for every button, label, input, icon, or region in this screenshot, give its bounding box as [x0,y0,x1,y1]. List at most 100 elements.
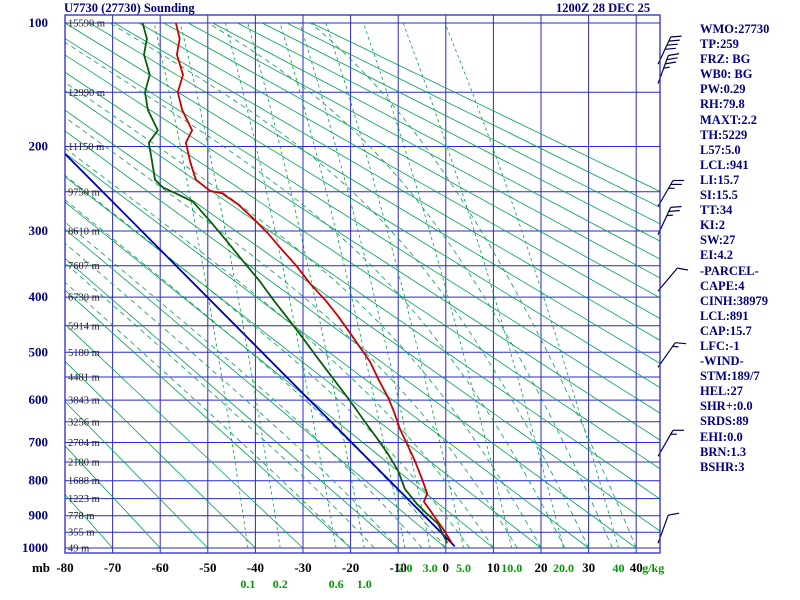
stat-line: -WIND- [700,354,744,369]
pressure-tick-label: 200 [29,139,49,154]
temperature-trace [175,22,453,544]
pressure-temperature-grid [64,15,660,553]
pressure-tick-label: 700 [29,434,49,449]
pressure-tick-label: 100 [29,15,49,30]
temperature-tick-label: -20 [342,560,359,575]
mixing-ratio-label: 10.0 [501,561,522,575]
height-label: 6730 m [68,293,100,304]
mixing-ratio-label: 0.2 [273,577,288,591]
stat-line: HEL:27 [700,384,744,399]
height-label: 3256 m [68,417,100,428]
temperature-tick-label: -40 [247,560,264,575]
stat-line: MAXT:2.2 [700,112,758,127]
height-label: 4481 m [68,372,100,383]
height-labels: 15590 m 12990 m 11150 m 9750 m 8610 m 7607 m 6… [68,19,105,555]
wind-barb [657,342,687,368]
sounding-datetime: 1200Z 28 DEC 25 [556,1,651,15]
temperature-tick-label: 10 [487,560,500,575]
height-label: 355 m [68,528,95,539]
temperature-tick-label: -70 [104,560,121,575]
dry-adiabats [65,22,660,549]
stat-line: L57:5.0 [700,142,741,157]
mixing-unit-label: g/kg [642,561,664,575]
height-label: 49 m [68,544,89,555]
stat-line: -PARCEL- [700,263,759,278]
height-label: 8610 m [68,226,100,237]
mixing-ratio-label: 0.6 [329,577,344,591]
mixing-ratio-label: 1.0 [357,577,372,591]
temperature-tick-label: 0 [443,560,450,575]
height-label: 3843 m [68,396,100,407]
pressure-tick-label: 300 [29,223,49,238]
moist-adiabats [65,22,637,549]
height-label: 778 m [68,511,95,522]
stat-line: STM:189/7 [700,369,760,384]
mixing-ratio-label: 40 [612,561,624,575]
mixing-ratio-label: 20.0 [553,561,574,575]
height-label: 5914 m [68,321,100,332]
sounding-traces [65,22,456,548]
stat-line: SW:27 [700,233,736,248]
wind-barb [657,267,689,292]
wind-barbs [657,35,689,544]
stat-line: LCL:941 [700,157,749,172]
height-label: 11150 m [68,142,104,153]
stat-line: WB0: BG [700,67,753,82]
temperature-tick-label: 40 [630,560,643,575]
height-label: 2704 m [68,438,100,449]
pressure-tick-label: 400 [29,289,49,304]
mixing-ratio-labels: 0.1 0.2 0.6 1.02.0 3.0 5.0 10.0 20.0 40 g/kg [240,561,664,591]
wind-barb [657,179,684,207]
wind-barb [657,205,682,235]
stat-line: TH:5229 [700,127,748,142]
stat-line: LFC:-1 [700,338,740,353]
height-label: 9750 m [68,187,100,198]
stat-line: RH:79.8 [700,97,745,112]
height-label: 2180 m [68,458,100,469]
temperature-tick-label: -30 [294,560,311,575]
height-label: 1688 m [68,476,100,487]
height-label: 5180 m [68,348,100,359]
pressure-tick-label: 600 [29,392,49,407]
height-label: 7607 m [68,261,100,272]
stat-line: EHI:0.0 [700,429,743,444]
wind-barb [657,512,680,544]
pressure-unit-label: mb [32,560,50,575]
pressure-axis-labels: 100 200 300 400 500 600 700 800 900 1000 [22,15,48,555]
stat-line: TP:259 [700,37,739,52]
temperature-axis-labels: mb -80 -70 -60 -50 -40 -30 -20 -10 0 10 20 30 40 [32,560,643,575]
wind-barb [657,429,684,457]
stat-line: BSHR:3 [700,459,745,474]
mixing-ratio-lines [153,22,619,549]
stat-line: TT:34 [700,203,733,218]
pressure-tick-label: 500 [29,344,49,359]
stat-line: LI:15.7 [700,172,740,187]
height-label: 1223 m [68,494,100,505]
wind-barb [657,35,682,65]
temperature-tick-label: 30 [582,560,595,575]
mixing-ratio-label: 2.0 [397,561,412,575]
height-label: 15590 m [68,19,105,30]
temperature-tick-label: -50 [199,560,216,575]
stat-line: CAP:15.7 [700,323,752,338]
stat-line: CAPE:4 [700,278,745,293]
stat-line: CINH:38979 [700,293,769,308]
temperature-tick-label: -60 [152,560,169,575]
pressure-tick-label: 900 [29,508,49,523]
stat-line: BRN:1.3 [700,444,747,459]
stat-line: WMO:27730 [700,22,770,36]
mixing-ratio-label: 5.0 [456,561,471,575]
temperature-tick-label: -80 [56,560,73,575]
stat-line: SRDS:89 [700,414,749,429]
temperature-tick-label: 20 [535,560,548,575]
mixing-ratio-label: 3.0 [423,561,438,575]
plot-border [64,14,661,554]
dewpoint-trace [141,22,449,544]
stat-line: EI:4.2 [700,248,733,263]
stat-line: KI:2 [700,218,725,233]
stat-line: SI:15.5 [700,188,738,203]
sounding-title: U7730 (27730) Sounding [64,1,195,15]
height-label: 12990 m [68,88,105,99]
